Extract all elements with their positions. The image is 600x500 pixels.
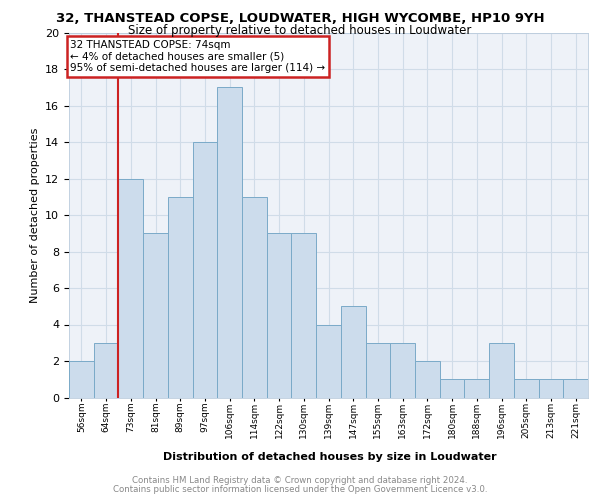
Bar [267,233,292,398]
Text: 32 THANSTEAD COPSE: 74sqm
← 4% of detached houses are smaller (5)
95% of semi-de: 32 THANSTEAD COPSE: 74sqm ← 4% of detach… [70,40,325,73]
Bar [489,343,514,398]
Bar [514,379,539,398]
Bar [563,379,588,398]
Bar [118,178,143,398]
Bar [390,343,415,398]
Bar [217,88,242,398]
Text: Contains public sector information licensed under the Open Government Licence v3: Contains public sector information licen… [113,484,487,494]
Bar [242,196,267,398]
Bar [316,324,341,398]
Y-axis label: Number of detached properties: Number of detached properties [29,128,40,302]
Bar [193,142,217,398]
Bar [168,196,193,398]
Bar [69,361,94,398]
Text: Distribution of detached houses by size in Loudwater: Distribution of detached houses by size … [163,452,497,462]
Bar [539,379,563,398]
Text: 32, THANSTEAD COPSE, LOUDWATER, HIGH WYCOMBE, HP10 9YH: 32, THANSTEAD COPSE, LOUDWATER, HIGH WYC… [56,12,544,26]
Text: Size of property relative to detached houses in Loudwater: Size of property relative to detached ho… [128,24,472,37]
Bar [365,343,390,398]
Bar [415,361,440,398]
Bar [143,233,168,398]
Bar [341,306,365,398]
Bar [292,233,316,398]
Bar [440,379,464,398]
Bar [94,343,118,398]
Text: Contains HM Land Registry data © Crown copyright and database right 2024.: Contains HM Land Registry data © Crown c… [132,476,468,485]
Bar [464,379,489,398]
